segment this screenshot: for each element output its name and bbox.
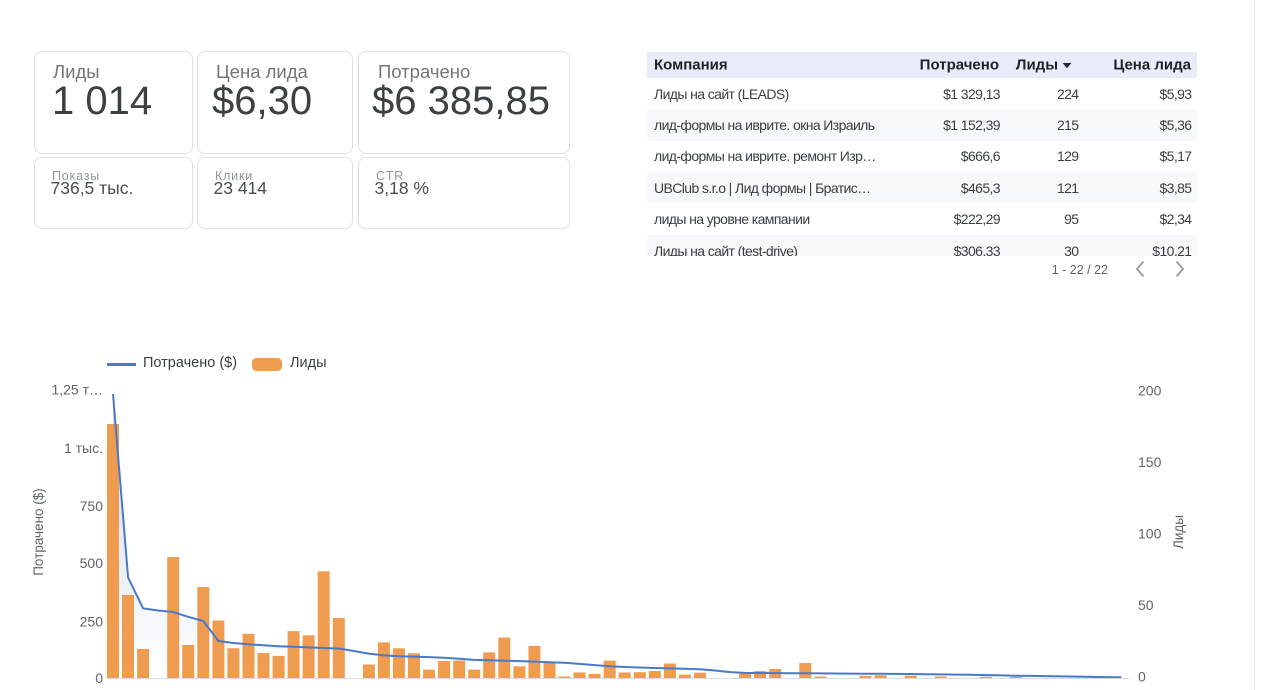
svg-text:Лиды: Лиды bbox=[1171, 515, 1186, 549]
svg-text:50: 50 bbox=[1138, 597, 1154, 613]
svg-text:1 тыс.: 1 тыс. bbox=[64, 440, 103, 456]
svg-text:100: 100 bbox=[1138, 525, 1162, 541]
svg-text:500: 500 bbox=[80, 555, 104, 571]
svg-text:0: 0 bbox=[95, 670, 103, 686]
svg-text:Потрачено ($): Потрачено ($) bbox=[31, 488, 46, 576]
svg-text:750: 750 bbox=[80, 498, 104, 514]
svg-text:150: 150 bbox=[1138, 454, 1162, 470]
svg-text:250: 250 bbox=[80, 614, 104, 630]
svg-text:200: 200 bbox=[1138, 382, 1162, 398]
svg-text:0: 0 bbox=[1138, 669, 1146, 685]
svg-text:1,25 т…: 1,25 т… bbox=[51, 382, 103, 398]
